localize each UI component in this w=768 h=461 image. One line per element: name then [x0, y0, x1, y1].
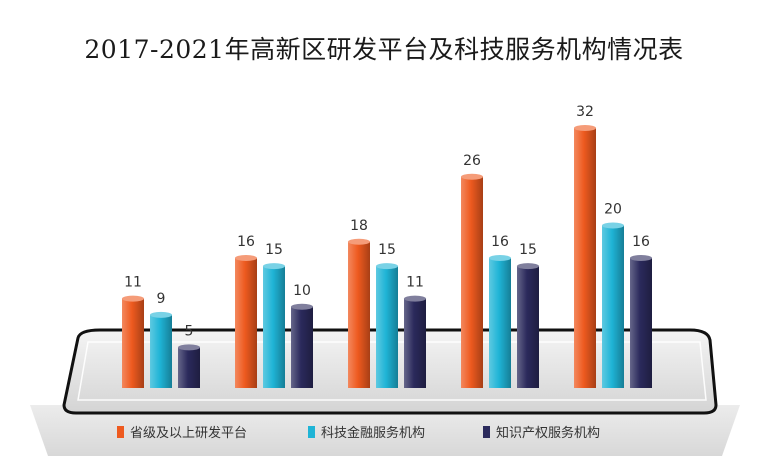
bar-2019-s1: [376, 266, 398, 388]
base-plate: [30, 405, 740, 456]
bar-2019-s2-cap: [404, 295, 426, 302]
bar-2020-s0: [461, 176, 483, 388]
bar-2020-s2: [517, 266, 539, 388]
chart-title: 2017-2021年高新区研发平台及科技服务机构情况表: [84, 35, 684, 64]
bar-2020-s1-cap: [489, 255, 511, 261]
bar-2017-s2: [178, 347, 200, 388]
bar-2021-s2: [630, 258, 652, 388]
legend-label-s1: 科技金融服务机构: [321, 425, 425, 441]
bar-2019-s1-cap: [376, 263, 398, 270]
bar-2021-s0-cap: [574, 125, 596, 131]
bar-2020-s2-cap: [517, 263, 539, 270]
bar-2018-s0: [235, 258, 257, 388]
bar-2017-s0-cap: [122, 295, 144, 302]
legend-label-s2: 知识产权服务机构: [496, 425, 600, 441]
value-label-2019-s2: 11: [406, 275, 424, 291]
bar-2018-s1: [263, 266, 285, 388]
bar-2017-s0: [122, 298, 144, 388]
value-label-2018-s2: 10: [293, 283, 311, 299]
value-label-2017-s0: 11: [124, 275, 142, 291]
bar-2019-s0: [348, 241, 370, 388]
value-label-2020-s0: 26: [463, 153, 481, 169]
legend-label-s0: 省级及以上研发平台: [130, 425, 247, 441]
bar-2021-s2-cap: [630, 255, 652, 261]
value-labels-layer: 11 9 5 16 15 10 18 15 11 26 16 15 32 20 16: [124, 104, 650, 339]
value-label-2020-s1: 16: [491, 234, 509, 250]
value-label-2019-s1: 15: [378, 242, 396, 258]
bar-2021-s1: [602, 225, 624, 388]
bar-2020-s0-cap: [461, 173, 483, 180]
value-label-2021-s0: 32: [576, 104, 594, 120]
value-label-2017-s2: 5: [185, 323, 194, 339]
bar-2018-s1-cap: [263, 263, 285, 270]
value-label-2018-s1: 15: [265, 242, 283, 258]
legend-swatch-s2: [483, 426, 490, 438]
bar-2017-s2-cap: [178, 344, 200, 351]
bar-2017-s1: [150, 314, 172, 388]
bar-2018-s2: [291, 306, 313, 388]
legend: 省级及以上研发平台 科技金融服务机构 知识产权服务机构: [117, 425, 600, 441]
bars-layer: [122, 125, 652, 388]
legend-swatch-s1: [308, 426, 315, 438]
legend-swatch-s0: [117, 426, 124, 438]
bar-2018-s2-cap: [291, 303, 313, 310]
bar-2017-s1-cap: [150, 311, 172, 318]
value-label-2021-s1: 20: [604, 202, 622, 218]
bar-2020-s1: [489, 258, 511, 388]
value-label-2018-s0: 16: [237, 234, 255, 250]
bar-2019-s2: [404, 298, 426, 388]
bar-2021-s1-cap: [602, 222, 624, 229]
value-label-2020-s2: 15: [519, 242, 537, 258]
value-label-2021-s2: 16: [632, 234, 650, 250]
bar-2019-s0-cap: [348, 238, 370, 245]
bar-2021-s0: [574, 128, 596, 388]
bar-2018-s0-cap: [235, 255, 257, 261]
value-label-2017-s1: 9: [157, 291, 166, 307]
value-label-2019-s0: 18: [350, 218, 368, 234]
